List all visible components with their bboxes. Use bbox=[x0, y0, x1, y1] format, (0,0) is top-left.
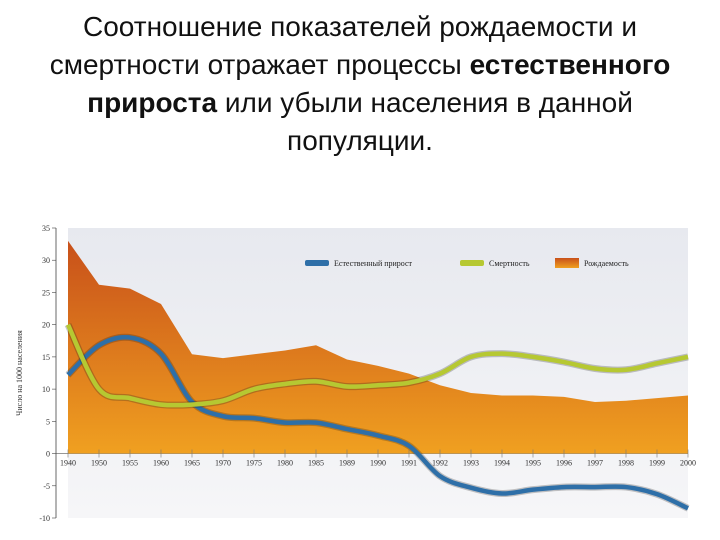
title-text-part1: Соотношение показателей рождаемости и см… bbox=[49, 11, 637, 80]
x-tick-label: 1991 bbox=[401, 459, 417, 468]
x-tick-label: 1997 bbox=[587, 459, 603, 468]
x-tick-label: 1985 bbox=[308, 459, 324, 468]
x-tick-label: 1975 bbox=[246, 459, 262, 468]
x-tick-label: 1980 bbox=[277, 459, 293, 468]
x-tick-label: 1955 bbox=[122, 459, 138, 468]
y-tick-label: 5 bbox=[46, 417, 50, 426]
y-tick-label: 30 bbox=[42, 256, 50, 265]
x-tick-label: 1993 bbox=[463, 459, 479, 468]
x-tick-label: 1990 bbox=[370, 459, 386, 468]
x-tick-label: 1999 bbox=[649, 459, 665, 468]
x-tick-label: 1940 bbox=[60, 459, 76, 468]
legend-label: Рождаемость bbox=[584, 259, 629, 268]
x-tick-label: 1995 bbox=[525, 459, 541, 468]
y-tick-label: 0 bbox=[46, 450, 50, 459]
y-tick-label: 10 bbox=[42, 385, 50, 394]
x-tick-label: 1994 bbox=[494, 459, 510, 468]
death-rate-line bbox=[65, 323, 689, 408]
x-tick-label: 2000 bbox=[680, 459, 696, 468]
legend-label: Смертность bbox=[489, 259, 530, 268]
title-text-part2: или убыли населения в данной популяции. bbox=[217, 87, 633, 156]
y-tick-label: -5 bbox=[43, 482, 50, 491]
series-lines-layer bbox=[64, 323, 690, 512]
x-tick-label: 1970 bbox=[215, 459, 231, 468]
legend-swatch-death bbox=[460, 260, 484, 266]
y-tick-label: 20 bbox=[42, 321, 50, 330]
y-tick-label: 15 bbox=[42, 353, 50, 362]
x-tick-label: 1989 bbox=[339, 459, 355, 468]
y-tick-label: 25 bbox=[42, 288, 50, 297]
y-tick-label: -10 bbox=[39, 514, 50, 523]
natural-growth-line bbox=[66, 334, 689, 511]
population-chart: 35 30 25 20 15 10 5 0 -5 -10 1940 1950 1955 1960 1965 1… bbox=[15, 224, 696, 523]
y-tick-label: 35 bbox=[42, 224, 50, 233]
x-tick-label: 1998 bbox=[618, 459, 634, 468]
x-tick-label: 1996 bbox=[556, 459, 572, 468]
x-tick-label: 1960 bbox=[153, 459, 169, 468]
x-tick-label: 1950 bbox=[91, 459, 107, 468]
x-tick-label: 1965 bbox=[184, 459, 200, 468]
title-text-bold: естественного прироста bbox=[87, 49, 671, 118]
legend-swatch-growth bbox=[305, 260, 329, 266]
legend-swatch-birth bbox=[555, 258, 579, 268]
axes-layer: 35 30 25 20 15 10 5 0 -5 -10 1940 1950 1955 1960 1965 1… bbox=[39, 224, 696, 523]
legend-label: Естественный прирост bbox=[334, 259, 413, 268]
x-tick-label: 1992 bbox=[432, 459, 448, 468]
slide-title: Соотношение показателей рождаемости и см… bbox=[20, 8, 700, 160]
legend: Естественный прирост Смертность Рождаемост… bbox=[305, 258, 629, 268]
y-axis-label: Число на 1000 населения bbox=[15, 330, 24, 416]
